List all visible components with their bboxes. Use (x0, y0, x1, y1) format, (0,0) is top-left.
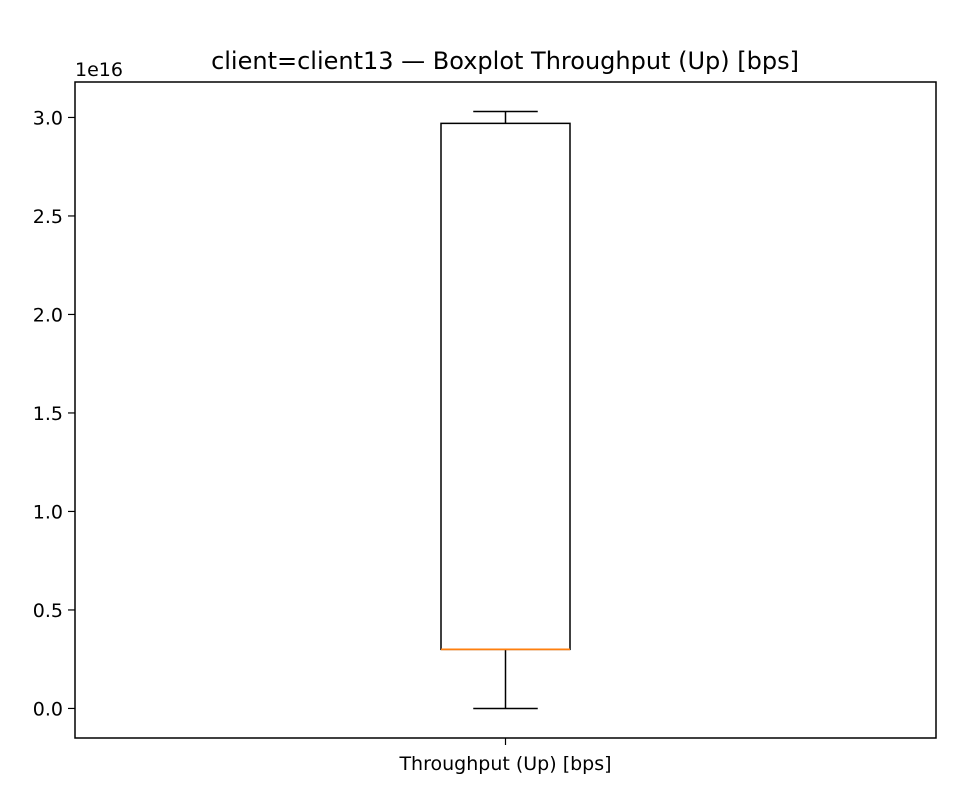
y-tick-label: 1.0 (33, 501, 63, 523)
chart-marks: 0.0 0.5 1.0 1.5 2.0 2.5 3.0 Throughput (Up) [bp… (33, 107, 612, 775)
x-tick-label: Throughput (Up) [bps] (398, 753, 611, 775)
chart-title: client=client13 — Boxplot Throughput (Up… (211, 47, 799, 75)
plot-area-frame (74, 81, 937, 739)
y-tick-label: 0.5 (33, 600, 63, 622)
y-tick-label: 2.5 (33, 206, 63, 228)
y-tick-label: 3.0 (33, 107, 63, 129)
y-tick-label: 2.0 (33, 304, 63, 326)
y-axis-offset-label: 1e16 (75, 59, 123, 81)
y-tick-label: 1.5 (33, 403, 63, 425)
iqr-box (440, 122, 571, 651)
y-tick-label: 0.0 (33, 698, 63, 720)
